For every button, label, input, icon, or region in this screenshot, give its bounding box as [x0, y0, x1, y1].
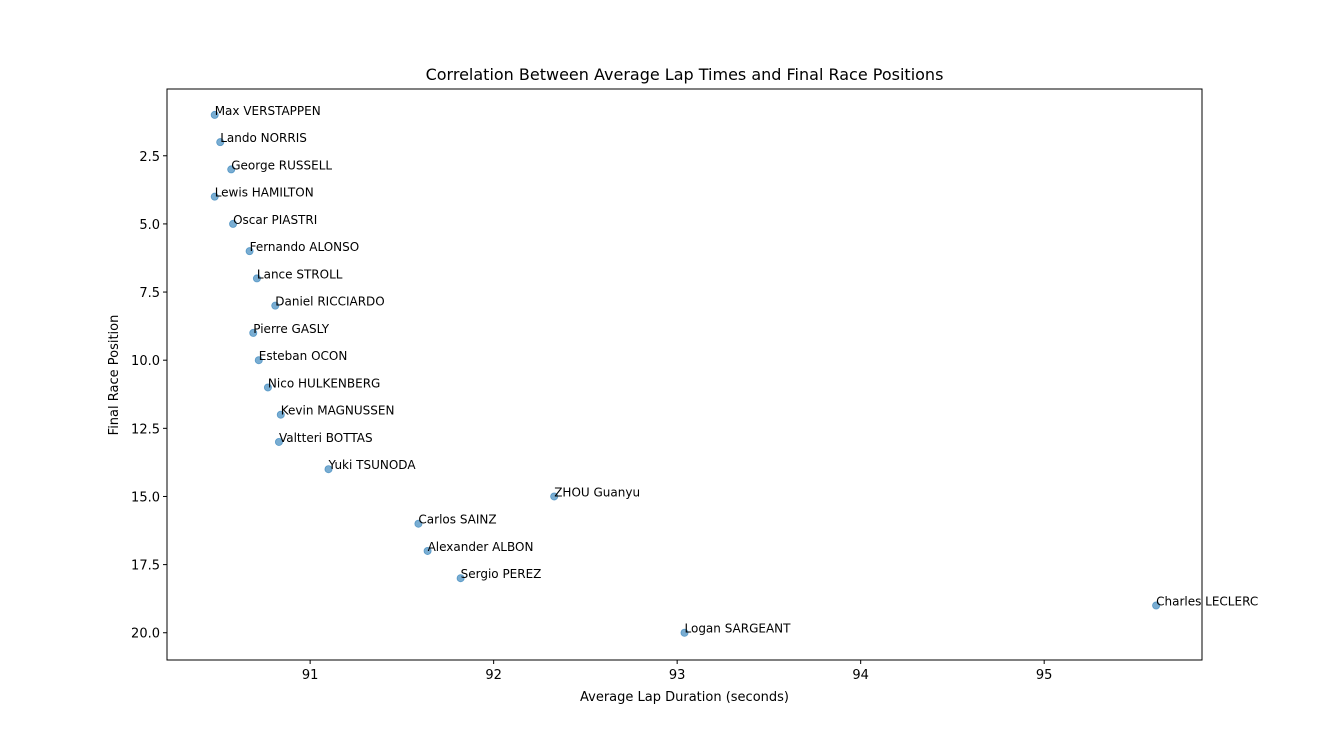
data-point-label: Oscar PIASTRI — [233, 213, 317, 227]
data-point — [210, 110, 219, 119]
data-point — [254, 356, 263, 365]
data-point — [680, 628, 689, 637]
x-tick-label: 93 — [669, 668, 686, 683]
data-point-label: Daniel RICCIARDO — [275, 295, 384, 309]
data-point-label: Pierre GASLY — [253, 322, 329, 336]
y-axis-label: Final Race Position — [107, 315, 122, 436]
data-point — [252, 274, 261, 283]
data-point — [414, 519, 423, 528]
x-tick-label: 95 — [1036, 668, 1053, 683]
y-axis-ticks: 2.5 5.0 7.5 10.0 12.5 15.0 17.5 20.0 — [131, 150, 167, 642]
data-point-label: Valtteri BOTTAS — [279, 431, 373, 445]
plot-area-frame — [166, 88, 1203, 661]
data-point-label: Charles LECLERC — [1156, 594, 1258, 608]
data-point — [227, 165, 236, 174]
data-points — [210, 110, 1161, 637]
y-tick-label: 5.0 — [139, 218, 160, 233]
data-point — [249, 328, 258, 337]
data-point-label: Yuki TSUNODA — [327, 458, 416, 472]
data-point-label: Sergio PEREZ — [461, 567, 542, 581]
data-point — [276, 410, 285, 419]
data-point — [550, 492, 559, 501]
data-point-label: Nico HULKENBERG — [268, 376, 380, 390]
data-point-label: ZHOU Guanyu — [554, 485, 640, 499]
data-point-label: George RUSSELL — [231, 158, 332, 172]
y-tick-label: 7.5 — [139, 286, 160, 301]
x-tick-label: 94 — [852, 668, 869, 683]
data-point-label: Lance STROLL — [257, 267, 343, 281]
y-tick-label: 15.0 — [131, 490, 160, 505]
data-point — [245, 247, 254, 256]
data-point — [210, 192, 219, 201]
data-point-label: Lando NORRIS — [220, 131, 307, 145]
data-point — [456, 574, 465, 583]
data-point — [274, 437, 283, 446]
data-point-label: Fernando ALONSO — [250, 240, 360, 254]
data-point — [423, 546, 432, 555]
data-point-label: Kevin MAGNUSSEN — [281, 404, 395, 418]
data-point-label: Lewis HAMILTON — [215, 186, 314, 200]
data-point — [229, 219, 238, 228]
data-point-label: Logan SARGEANT — [685, 622, 792, 636]
data-point-label: Carlos SAINZ — [418, 513, 496, 527]
y-tick-label: 2.5 — [139, 150, 160, 165]
x-tick-label: 91 — [302, 668, 319, 683]
data-point-label: Alexander ALBON — [428, 540, 534, 554]
x-tick-label: 92 — [485, 668, 502, 683]
data-point — [271, 301, 280, 310]
data-point — [263, 383, 272, 392]
x-axis-label: Average Lap Duration (seconds) — [580, 690, 789, 705]
data-point-label: Esteban OCON — [259, 349, 348, 363]
y-tick-label: 10.0 — [131, 354, 160, 369]
data-point-label: Max VERSTAPPEN — [215, 104, 321, 118]
x-axis-ticks: 91 92 93 94 95 — [302, 660, 1053, 683]
y-tick-label: 17.5 — [131, 559, 160, 574]
y-tick-label: 12.5 — [131, 422, 160, 437]
y-tick-label: 20.0 — [131, 627, 160, 642]
data-point — [216, 138, 225, 147]
data-point — [1152, 601, 1161, 610]
point-labels: Max VERSTAPPEN Lando NORRIS George RUSSELL… — [215, 104, 1259, 636]
data-point — [324, 465, 333, 474]
chart-title: Correlation Between Average Lap Times an… — [426, 65, 944, 84]
